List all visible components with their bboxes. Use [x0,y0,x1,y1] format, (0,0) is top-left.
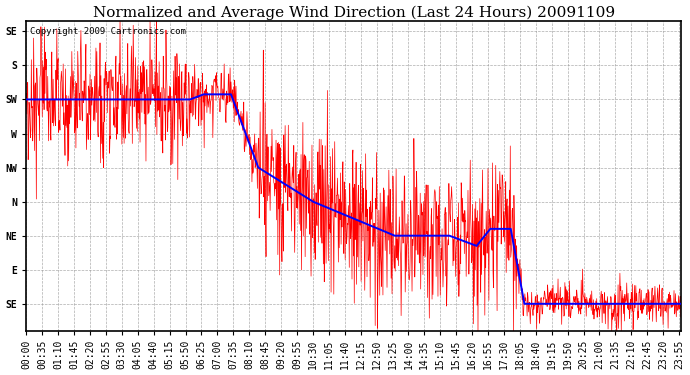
Text: Copyright 2009 Cartronics.com: Copyright 2009 Cartronics.com [30,27,186,36]
Title: Normalized and Average Wind Direction (Last 24 Hours) 20091109: Normalized and Average Wind Direction (L… [92,6,615,20]
